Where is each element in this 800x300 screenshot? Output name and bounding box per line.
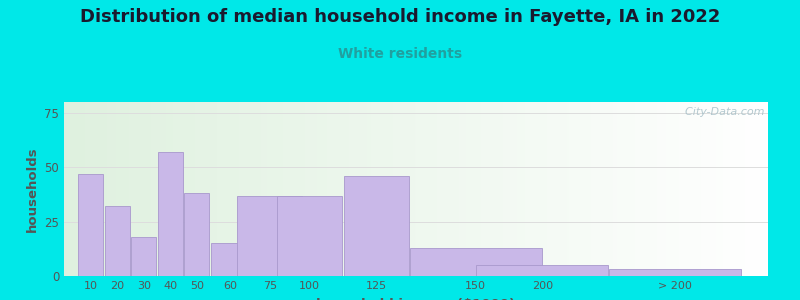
Bar [210,243,250,276]
Text: White residents: White residents [338,46,462,61]
Bar [105,206,130,276]
Bar [410,248,542,276]
Bar [158,152,183,276]
Y-axis label: households: households [26,146,38,232]
Text: Distribution of median household income in Fayette, IA in 2022: Distribution of median household income … [80,8,720,26]
Bar [610,269,741,276]
Bar [238,196,302,276]
Bar [477,265,608,276]
Bar [184,194,210,276]
Text: City-Data.com: City-Data.com [678,107,765,117]
Bar [344,176,409,276]
Bar [131,237,156,276]
Bar [78,174,103,276]
X-axis label: household income ($1000): household income ($1000) [317,298,515,300]
Bar [277,196,342,276]
